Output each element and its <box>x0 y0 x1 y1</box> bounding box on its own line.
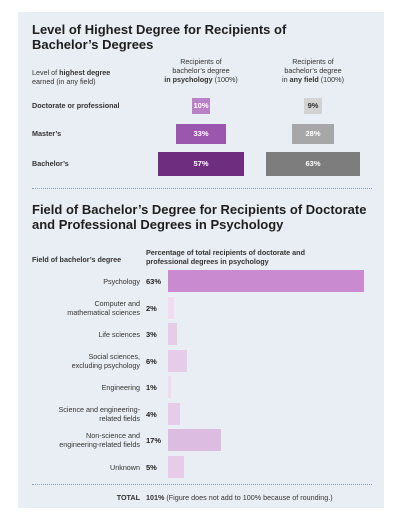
chart1-row-header: Level of highest degree earned (in any f… <box>32 68 111 86</box>
chart1-row-label: Master’s <box>32 129 62 138</box>
chart1-bar: 33% <box>176 124 226 144</box>
chart2-row-label: Engineering <box>101 383 140 392</box>
total-divider <box>32 484 372 485</box>
chart1-col-header-any-field: Recipients of bachelor’s degree in any f… <box>282 57 344 84</box>
chart1-bar: 28% <box>292 124 334 144</box>
chart1-title: Level of Highest Degree for Recipients o… <box>32 22 287 52</box>
chart2-row-label: Unknown <box>110 462 140 472</box>
chart2-value-label: 4% <box>146 409 157 419</box>
chart2-value-label: 3% <box>146 330 157 339</box>
chart2-row-label: Computer and mathematical sciences <box>67 298 140 317</box>
chart1-bar: 63% <box>265 152 361 176</box>
chart2-value-label: 63% <box>146 277 162 286</box>
chart2-bar <box>168 455 184 478</box>
chart2-bar <box>168 296 175 319</box>
chart1-bar: 57% <box>158 152 244 176</box>
chart2-value-label: 1% <box>146 383 157 392</box>
chart2-bar <box>168 270 364 292</box>
section-divider <box>32 188 372 189</box>
chart2-percentage-header: Percentage of total recipients of doctor… <box>146 248 305 266</box>
chart2-title: Field of Bachelor’s Degree for Recipient… <box>32 202 367 232</box>
total-label: TOTAL <box>116 493 140 502</box>
chart2-row-label: Life sciences <box>98 330 140 339</box>
chart2-bar <box>168 323 178 345</box>
chart2-row-label: Science and engineering-related fields <box>58 404 140 423</box>
chart1-bar: 10% <box>192 98 210 114</box>
chart2-value-label: 2% <box>146 303 157 313</box>
chart2-row-label: Non-science and engineering-related field… <box>59 431 140 449</box>
chart1-col-header-psychology: Recipients of bachelor’s degree in psych… <box>164 57 238 84</box>
chart2-bar <box>168 349 187 372</box>
chart1-bar: 9% <box>304 98 322 114</box>
figure-panel: Level of Highest Degree for Recipients o… <box>18 12 384 508</box>
chart2-row-label: Social sciences, excluding psychology <box>71 351 140 370</box>
chart1-row-label: Doctorate or professional <box>32 101 120 110</box>
total-value: 101% (Figure does not add to 100% becaus… <box>146 493 333 502</box>
chart2-value-label: 5% <box>146 462 157 472</box>
chart2-value-label: 6% <box>146 356 157 366</box>
chart2-value-label: 17% <box>146 436 162 445</box>
chart2-bar <box>168 402 181 425</box>
chart2-bar <box>168 429 221 451</box>
chart2-row-label: Psychology <box>103 277 140 286</box>
chart2-field-header: Field of bachelor’s degree <box>32 255 122 264</box>
chart2-bar <box>168 376 172 398</box>
chart1-row-label: Bachelor’s <box>32 159 69 168</box>
